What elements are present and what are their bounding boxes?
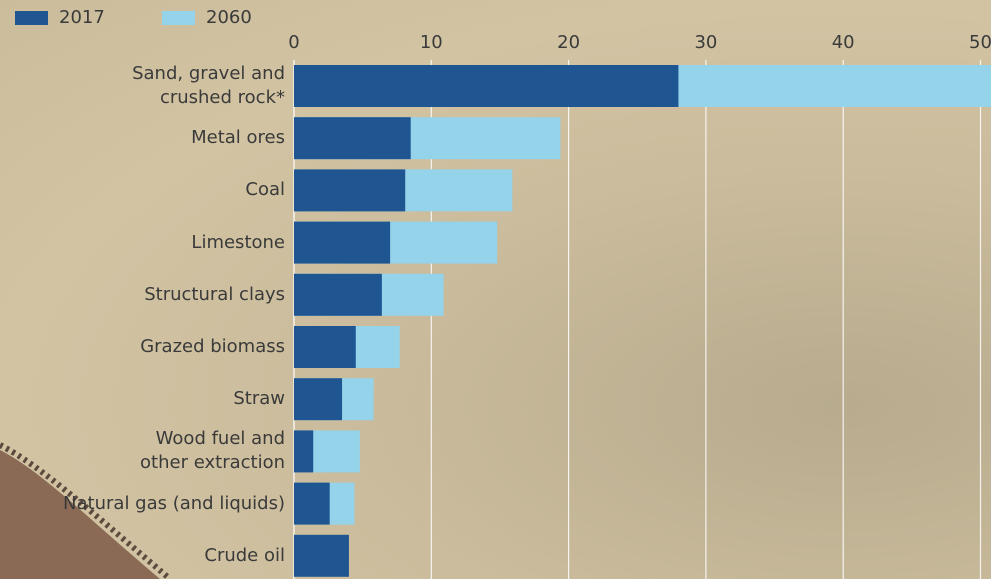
bar: [294, 117, 411, 160]
y-tick-label: Sand, gravel and crushed rock*: [132, 63, 285, 108]
legend-swatch: [15, 11, 48, 25]
bar: [294, 65, 679, 107]
bar: [294, 221, 391, 264]
x-tick-label: 20: [557, 32, 580, 53]
y-tick-label: Wood fuel and other extraction: [140, 428, 285, 474]
y-tick-label: Metal ores: [191, 127, 285, 149]
y-tick-label: Structural clays: [144, 283, 285, 305]
bar: [294, 326, 356, 368]
bar: [294, 169, 406, 212]
y-tick-label: Limestone: [191, 231, 285, 253]
bar: [294, 273, 382, 316]
x-tick-label: 30: [694, 32, 717, 53]
bar: [294, 534, 349, 577]
y-tick-label: Coal: [245, 179, 285, 201]
y-tick-label: Natural gas (and liquids): [63, 492, 285, 514]
legend-label: 2017: [59, 7, 105, 28]
legend-label: 2060: [206, 7, 252, 28]
y-tick-label: Crude oil: [204, 544, 285, 566]
x-tick-label: 50: [969, 32, 991, 53]
x-tick-label: 0: [288, 32, 299, 53]
x-tick-label: 40: [832, 32, 855, 53]
y-tick-label: Grazed biomass: [140, 336, 285, 357]
x-tick-label: 10: [420, 32, 443, 53]
bar: [294, 482, 330, 525]
bar: [294, 430, 314, 473]
legend-swatch: [162, 11, 195, 25]
bar: [294, 378, 343, 421]
bars: [294, 65, 991, 577]
y-tick-label: Straw: [233, 388, 285, 410]
